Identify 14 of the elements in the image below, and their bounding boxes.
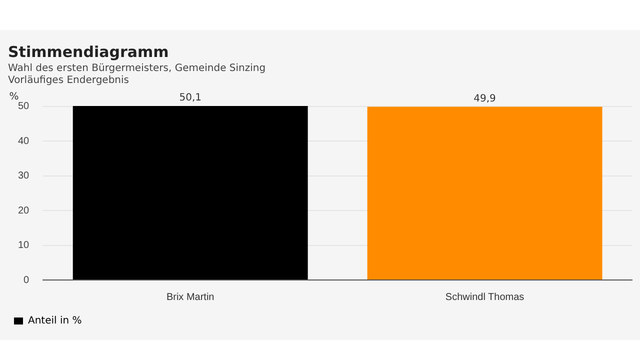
data-label: 49,9 — [474, 93, 496, 104]
y-tick-label: 40 — [18, 136, 30, 147]
x-tick-label: Brix Martin — [166, 292, 214, 303]
legend-label: Anteil in % — [28, 316, 82, 327]
x-tick-label: Schwindl Thomas — [445, 292, 524, 303]
chart-subtitle: Wahl des ersten Bürgermeisters, Gemeinde Sinzing Vorläufiges Endergebnis — [8, 63, 266, 87]
y-tick-label: 20 — [18, 205, 30, 216]
data-label: 50,1 — [179, 92, 202, 104]
y-tick-label: 50 — [18, 101, 30, 112]
y-tick-label: 0 — [24, 274, 30, 286]
y-tick-label: 10 — [18, 240, 30, 252]
y-tick-label: 30 — [18, 170, 30, 182]
y-axis-title: % — [9, 92, 19, 103]
chart-title: Stimmendiagramm — [8, 43, 169, 61]
